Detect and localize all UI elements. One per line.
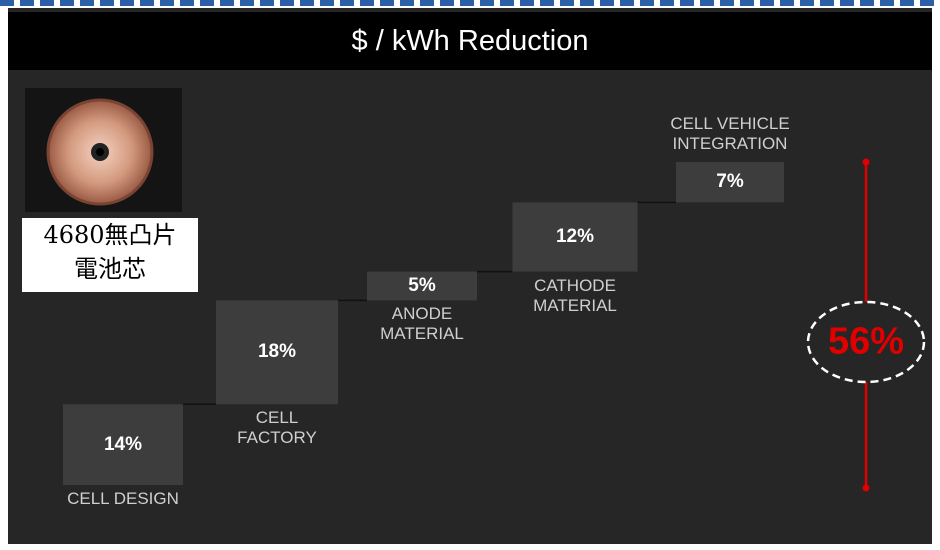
value-label: 14%: [104, 434, 142, 456]
photo-caption: 4680無凸片 電池芯: [22, 218, 198, 292]
cell-photo: [25, 88, 182, 212]
total-end: [863, 159, 870, 166]
value-label: 7%: [716, 171, 743, 193]
total-end: [863, 485, 870, 492]
value-label: 12%: [556, 226, 594, 248]
slide-page: $ / kWh Reduction 4680無凸片 電池芯 56% 14%CEL…: [0, 0, 940, 550]
category-label: CELL FACTORY: [237, 408, 317, 448]
category-label: CATHODE MATERIAL: [533, 276, 617, 316]
category-label: ANODE MATERIAL: [380, 304, 464, 344]
category-label: CELL DESIGN: [67, 489, 179, 509]
category-label: CELL VEHICLE INTEGRATION: [670, 114, 789, 154]
value-label: 5%: [408, 275, 435, 297]
total-label: 56%: [828, 321, 904, 364]
value-label: 18%: [258, 341, 296, 363]
